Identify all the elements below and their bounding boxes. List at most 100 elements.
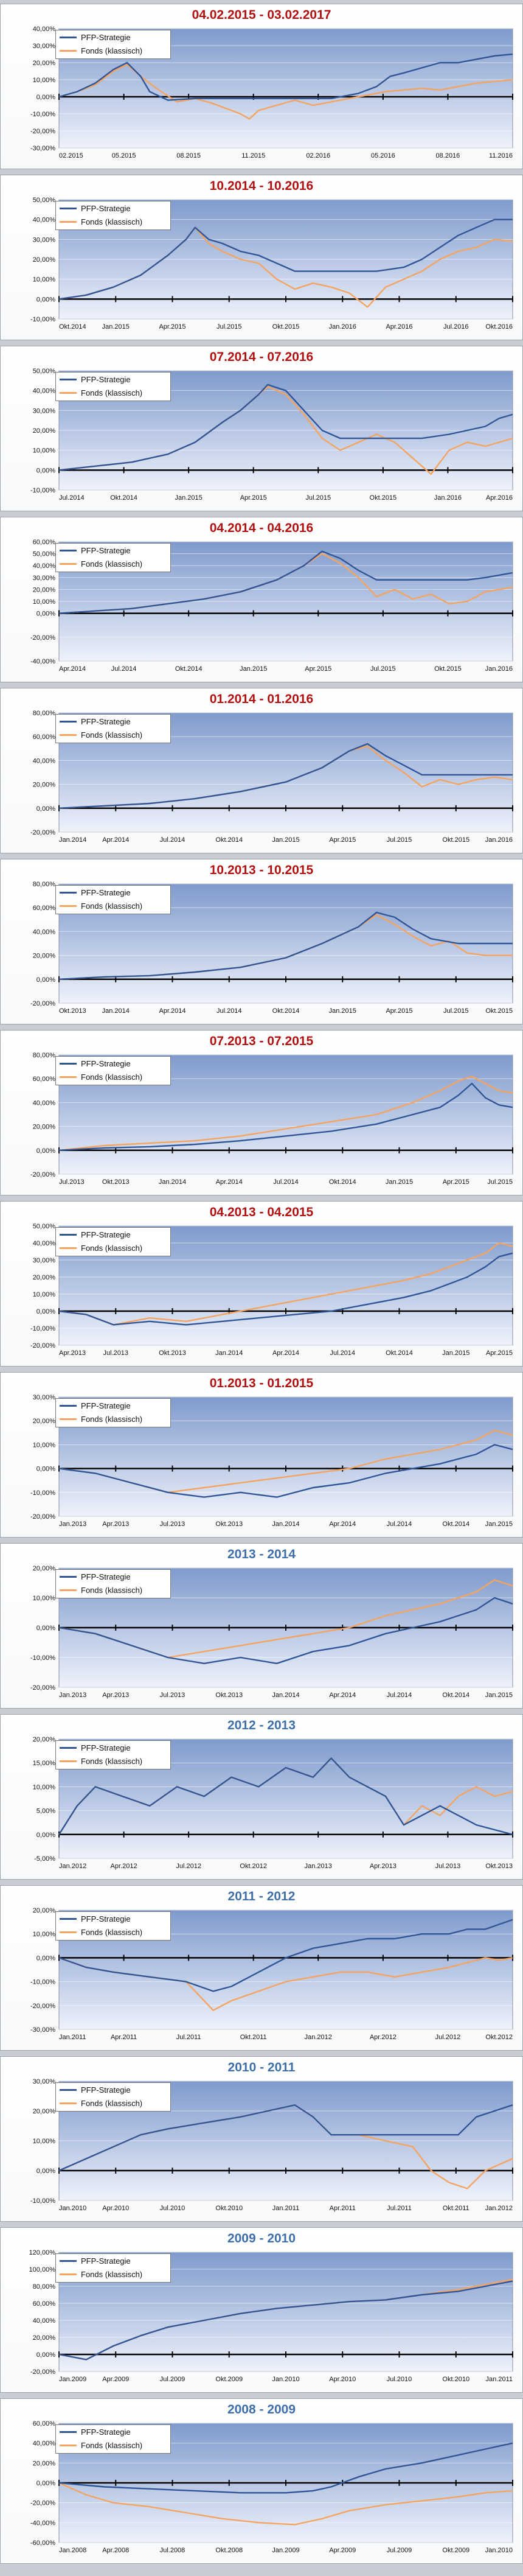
x-tick-label: Okt.2014	[272, 1007, 300, 1015]
x-tick-label: Apr.2015	[240, 494, 267, 502]
x-tick-label: Jan.2010	[272, 2376, 299, 2383]
legend-swatch	[60, 1746, 77, 1749]
chart-legend: PFP-Strategie Fonds (klassisch)	[55, 1398, 171, 1427]
legend-swatch	[60, 1247, 77, 1249]
x-tick-label: Jan.2013	[59, 1692, 86, 1699]
legend-item-fund: Fonds (klassisch)	[56, 899, 170, 912]
line-chart: -10,00% 0,00% 10,00% 20,00% 30,00% 40,00% 50,0…	[30, 368, 513, 502]
x-tick-label: Jan.2011	[59, 2034, 86, 2041]
legend-label: PFP-Strategie	[81, 1230, 131, 1239]
y-tick-label: 40,00%	[33, 757, 56, 765]
line-chart: -10,00% 0,00% 10,00% 20,00% 30,00% Jan.2010 Ap…	[30, 2078, 513, 2212]
x-tick-label: Apr.2015	[486, 1349, 513, 1357]
series-line-pfp-strategie	[58, 2442, 513, 2494]
legend-label: PFP-Strategie	[81, 887, 131, 897]
x-tick-label: Apr.2016	[486, 494, 513, 502]
x-tick-label: Apr.2010	[102, 2205, 129, 2212]
chart-title: 07.2013 - 07.2015	[209, 1034, 314, 1048]
y-tick-label: 120,00%	[29, 2249, 56, 2256]
x-tick-label: 11.2015	[241, 152, 265, 159]
x-tick-label: Jul.2010	[160, 2205, 185, 2212]
chart-title: 07.2014 - 07.2016	[209, 350, 314, 364]
chart-legend: PFP-Strategie Fonds (klassisch)	[55, 2424, 171, 2454]
x-tick-label: Apr.2014	[59, 665, 86, 673]
x-tick-label: Jul.2014	[160, 836, 185, 844]
y-tick-label: -20,00%	[30, 634, 55, 642]
legend-item-strategy: PFP-Strategie	[56, 715, 170, 728]
legend-swatch	[60, 2102, 77, 2104]
legend-label: Fonds (klassisch)	[81, 1243, 143, 1253]
y-tick-label: -10,00%	[30, 1654, 55, 1662]
chart-title: 2010 - 2011	[227, 2060, 296, 2074]
x-tick-label: Jul.2015	[387, 836, 412, 844]
x-tick-label: Jan.2011	[272, 2205, 299, 2212]
y-tick-label: 50,00%	[33, 551, 56, 558]
x-tick-label: Apr.2013	[102, 1692, 129, 1699]
y-tick-label: 40,00%	[33, 1099, 56, 1107]
legend-swatch	[60, 733, 77, 736]
y-tick-label: -10,00%	[30, 316, 55, 323]
x-tick-label: 05.2016	[371, 152, 395, 159]
legend-item-fund: Fonds (klassisch)	[56, 1754, 170, 1768]
y-tick-label: 30,00%	[33, 43, 56, 50]
x-tick-label: Apr.2014	[329, 1692, 356, 1699]
legend-label: Fonds (klassisch)	[81, 2098, 143, 2108]
y-tick-label: -20,00%	[30, 1000, 55, 1007]
x-tick-label: Apr.2014	[329, 1521, 356, 1528]
x-tick-label: Jul.2016	[443, 323, 469, 331]
chart-title: 10.2014 - 10.2016	[209, 179, 314, 193]
y-tick-label: -60,00%	[30, 2539, 55, 2547]
x-tick-label: Jul.2013	[160, 1692, 185, 1699]
y-tick-label: 60,00%	[33, 733, 56, 741]
y-tick-label: 10,00%	[33, 1291, 56, 1298]
x-tick-label: Okt.2015	[434, 665, 462, 673]
chart-card: -20,00% 0,00% 20,00% 40,00% 60,00% 80,00% Jan.…	[0, 688, 523, 853]
legend-label: Fonds (klassisch)	[81, 2269, 143, 2279]
y-tick-label: 40,00%	[33, 217, 56, 224]
x-tick-label: Okt.2015	[485, 1007, 513, 1015]
x-tick-label: Jul.2014	[111, 665, 137, 673]
legend-label: PFP-Strategie	[81, 374, 131, 384]
legend-swatch	[60, 2444, 77, 2446]
y-tick-label: 20,00%	[33, 60, 56, 67]
x-tick-label: 11.2016	[489, 152, 513, 159]
y-tick-label: 50,00%	[33, 1223, 56, 1230]
y-tick-label: 20,00%	[33, 1736, 56, 1743]
legend-label: Fonds (klassisch)	[81, 730, 143, 740]
y-tick-label: 10,00%	[33, 77, 56, 84]
chart-card: -5,00% 0,00% 5,00% 10,00% 15,00% 20,00% Jan.20…	[0, 1714, 523, 1880]
chart-title: 2012 - 2013	[227, 1718, 296, 1732]
legend-swatch	[60, 1575, 77, 1578]
y-tick-label: 0,00%	[36, 2351, 55, 2359]
y-tick-label: -20,00%	[30, 1171, 55, 1178]
x-tick-label: Jan.2011	[486, 2376, 513, 2383]
y-tick-label: -20,00%	[30, 2368, 55, 2376]
legend-swatch	[60, 378, 77, 380]
x-tick-label: Okt.2015	[442, 836, 469, 844]
x-tick-label: Jul.2009	[160, 2376, 185, 2383]
x-tick-label: Jul.2012	[176, 1863, 201, 1870]
chart-legend: PFP-Strategie Fonds (klassisch)	[55, 543, 171, 572]
y-tick-label: -20,00%	[30, 829, 55, 836]
y-tick-label: 50,00%	[33, 197, 56, 204]
x-tick-label: Jan.2015	[175, 494, 203, 502]
x-tick-label: 02.2016	[306, 152, 330, 159]
legend-swatch	[60, 207, 77, 209]
chart-card: -20,00% 0,00% 20,00% 40,00% 60,00% 80,00% 100,…	[0, 2227, 523, 2393]
y-tick-label: 0,00%	[36, 1308, 55, 1315]
chart-card: -10,00% 0,00% 10,00% 20,00% 30,00% Jan.2010 Ap…	[0, 2056, 523, 2222]
legend-swatch	[60, 1589, 77, 1591]
legend-label: PFP-Strategie	[81, 1401, 131, 1410]
legend-label: Fonds (klassisch)	[81, 1072, 143, 1082]
chart-title: 04.2013 - 04.2015	[209, 1205, 314, 1219]
y-tick-label: 0,00%	[36, 1955, 55, 1962]
x-tick-label: Jan.2015	[240, 665, 267, 673]
chart-card: -20,00% -10,00% 0,00% 10,00% 20,00% 30,00% 40,…	[0, 1201, 523, 1367]
x-tick-label: Jul.2015	[305, 494, 331, 502]
chart-card: -20,00% 0,00% 20,00% 40,00% 60,00% 80,00% Jul.…	[0, 1030, 523, 1195]
y-tick-label: 0,00%	[36, 2480, 55, 2487]
x-tick-label: Jul.2015	[443, 1007, 469, 1015]
y-tick-label: 30,00%	[33, 236, 56, 243]
legend-swatch	[60, 36, 77, 38]
legend-swatch	[60, 2431, 77, 2433]
